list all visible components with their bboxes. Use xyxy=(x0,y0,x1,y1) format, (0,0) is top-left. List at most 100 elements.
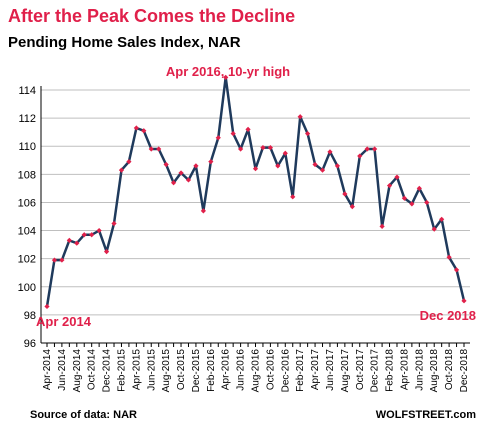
data-point xyxy=(185,177,192,183)
data-point xyxy=(431,226,437,232)
x-tick-label: Aug-2018 xyxy=(429,349,440,393)
x-tick-label: Dec-2018 xyxy=(459,349,470,393)
data-point xyxy=(245,126,251,132)
data-point xyxy=(51,257,58,263)
data-point xyxy=(81,232,87,238)
annotation-end: Dec 2018 xyxy=(420,308,476,323)
data-point xyxy=(305,130,311,137)
x-tick-label: Dec-2016 xyxy=(280,349,291,393)
x-tick-label: Dec-2014 xyxy=(102,349,113,393)
data-point xyxy=(141,128,147,134)
data-point xyxy=(297,114,303,120)
series-line xyxy=(45,76,466,307)
y-tick-label: 102 xyxy=(18,254,36,266)
x-tick-label: Apr-2016 xyxy=(221,349,232,391)
data-point xyxy=(372,146,378,152)
data-point xyxy=(386,182,393,189)
data-point xyxy=(230,130,236,137)
y-tick-label: 114 xyxy=(18,85,36,97)
data-point xyxy=(200,208,206,214)
data-point xyxy=(223,74,229,80)
data-point xyxy=(96,227,102,234)
data-point xyxy=(59,257,65,263)
chart-subtitle: Pending Home Sales Index, NAR xyxy=(8,34,241,51)
x-tick-label: Aug-2016 xyxy=(251,349,262,393)
series-line-group xyxy=(45,76,466,307)
x-tick-label: Jun-2015 xyxy=(146,349,157,391)
data-point xyxy=(342,191,348,197)
data-point xyxy=(252,166,259,172)
x-tick-label: Aug-2015 xyxy=(161,349,172,393)
data-point xyxy=(409,201,415,207)
data-point xyxy=(357,153,363,159)
data-point xyxy=(401,195,408,201)
x-tick-label: Oct-2016 xyxy=(265,349,276,391)
data-point xyxy=(290,194,296,200)
data-point xyxy=(126,159,132,165)
x-tick-label: Oct-2014 xyxy=(87,349,98,391)
data-point xyxy=(334,163,341,169)
y-tick-label: 112 xyxy=(18,113,36,125)
data-point xyxy=(260,145,266,151)
x-tick-label: Feb-2017 xyxy=(295,349,306,392)
data-point xyxy=(74,240,80,246)
chart-title: After the Peak Comes the Decline xyxy=(8,6,295,26)
x-tick-label: Feb-2015 xyxy=(116,349,127,392)
data-point xyxy=(424,199,430,206)
y-tick-label: 110 xyxy=(18,141,36,153)
x-tick-label: Dec-2015 xyxy=(191,349,202,393)
x-axis: Apr-2014 Jun-2014 Aug-2014 Oct-2014 Dec-2014… xyxy=(41,342,470,393)
data-point xyxy=(89,232,95,238)
data-point xyxy=(319,167,326,173)
data-point xyxy=(439,216,445,222)
annotation-start: Apr 2014 xyxy=(36,314,92,329)
data-point xyxy=(394,174,400,180)
data-points xyxy=(44,74,467,310)
x-tick-label: Oct-2015 xyxy=(176,349,187,391)
data-point xyxy=(66,237,72,243)
data-point xyxy=(111,220,117,227)
x-tick-label: Feb-2016 xyxy=(206,349,217,392)
data-point xyxy=(453,267,460,273)
x-tick-label: Feb-2018 xyxy=(385,349,396,392)
data-point xyxy=(282,150,288,156)
data-point xyxy=(170,180,177,186)
x-tick-label: Apr-2017 xyxy=(310,349,321,391)
data-point xyxy=(446,254,452,260)
grid-lines xyxy=(41,89,470,344)
y-tick-label: 98 xyxy=(24,310,36,322)
y-tick-label: 108 xyxy=(18,169,36,181)
data-point xyxy=(379,223,385,229)
data-point xyxy=(349,204,355,210)
data-point xyxy=(156,146,162,152)
data-point xyxy=(44,303,50,310)
y-tick-label: 106 xyxy=(18,197,36,209)
x-tick-label: Jun-2018 xyxy=(414,349,425,391)
data-point xyxy=(193,163,199,169)
data-point xyxy=(133,125,139,131)
data-point xyxy=(208,159,214,165)
y-tick-label: 104 xyxy=(18,226,36,238)
data-point xyxy=(118,167,125,173)
data-point xyxy=(327,149,333,155)
data-point xyxy=(267,145,273,151)
x-tick-label: Dec-2017 xyxy=(370,349,381,393)
x-tick-label: Jun-2016 xyxy=(236,349,247,391)
data-point xyxy=(461,298,467,304)
y-tick-label: 100 xyxy=(18,282,36,294)
data-point xyxy=(103,249,110,255)
data-point xyxy=(238,146,244,152)
brand-label: WOLFSTREET.com xyxy=(376,409,476,421)
source-note: Source of data: NAR xyxy=(30,409,137,421)
x-tick-label: Oct-2018 xyxy=(444,349,455,391)
data-point xyxy=(148,146,154,152)
data-point xyxy=(163,161,169,168)
x-tick-label: Aug-2014 xyxy=(72,349,83,393)
x-tick-label: Jun-2017 xyxy=(325,349,336,391)
x-tick-label: Jun-2014 xyxy=(57,349,68,391)
annotation-peak: Apr 2016, 10-yr high xyxy=(166,64,290,79)
data-point xyxy=(215,135,221,141)
data-point xyxy=(416,185,422,191)
data-point xyxy=(178,170,184,176)
